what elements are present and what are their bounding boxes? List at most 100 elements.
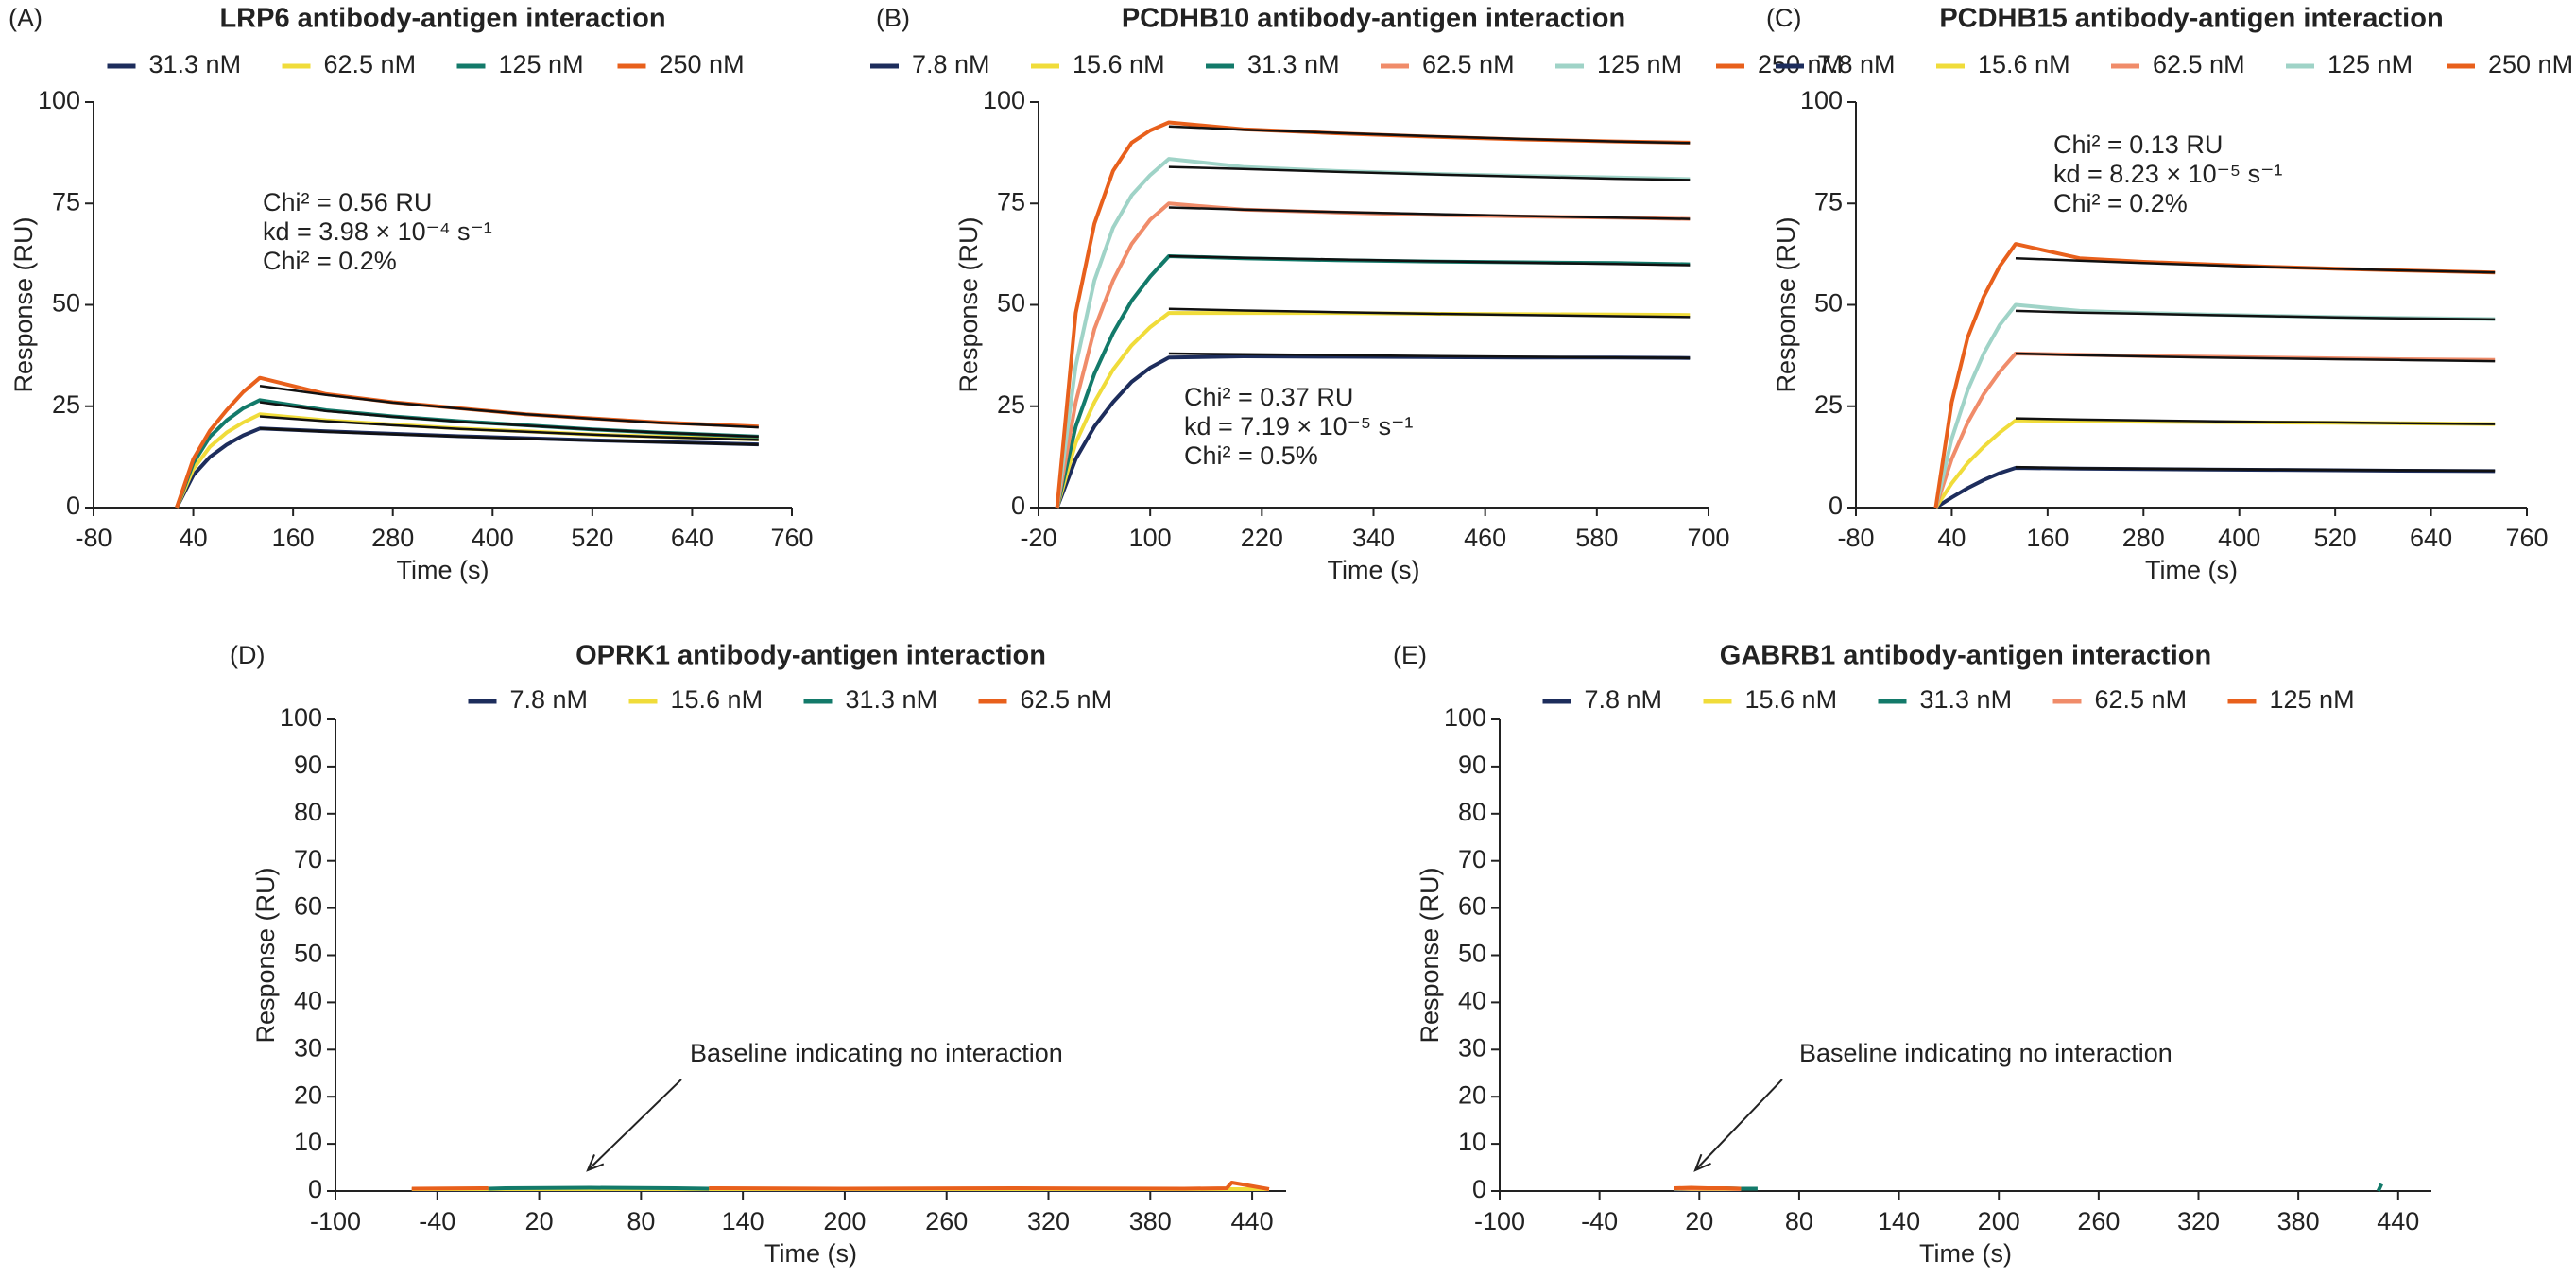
series-line — [1055, 311, 1691, 509]
x-tick-label: 320 — [2177, 1207, 2220, 1235]
legend-label: 62.5 nM — [1422, 50, 1515, 78]
legend-label: 125 nM — [499, 50, 584, 78]
fit-line — [1168, 307, 1691, 319]
x-tick-label: 760 — [2505, 524, 2548, 552]
y-tick-label: 25 — [997, 390, 1025, 419]
panel: (C) PCDHB15 antibody-antigen interaction 0… — [1766, 4, 2573, 584]
fit-line — [1168, 254, 1691, 267]
y-tick-label: 40 — [1458, 987, 1486, 1015]
series-line — [1674, 1185, 1742, 1191]
annotation: Chi² = 0.37 RU — [1184, 383, 1353, 411]
x-tick-label: 400 — [2218, 524, 2260, 552]
x-tick-label: -40 — [419, 1207, 455, 1235]
y-tick-label: 20 — [294, 1080, 322, 1109]
x-tick-label: 260 — [2077, 1207, 2120, 1235]
x-tick-label: 280 — [371, 524, 414, 552]
x-tick-label: 520 — [571, 524, 613, 552]
x-tick-label: 80 — [627, 1207, 655, 1235]
panel: (A) LRP6 antibody-antigen interaction 0 25 5… — [9, 4, 814, 584]
series-line — [1055, 157, 1691, 509]
x-tick-label: 520 — [2314, 524, 2357, 552]
legend-label: 7.8 nM — [912, 50, 990, 78]
x-tick-label: 460 — [1464, 524, 1506, 552]
series-line — [488, 1185, 710, 1191]
series-line — [1933, 302, 2496, 509]
chart-title: OPRK1 antibody-antigen interaction — [575, 641, 1046, 671]
x-tick-label: 380 — [2277, 1207, 2320, 1235]
fit-line — [259, 415, 759, 441]
legend-label: 15.6 nM — [671, 685, 764, 714]
panel-label: (D) — [230, 641, 265, 669]
y-tick-label: 100 — [1800, 86, 1843, 114]
y-tick-label: 10 — [1458, 1128, 1486, 1156]
y-axis-label: Response (RU) — [251, 867, 280, 1043]
fit-line — [1168, 206, 1691, 220]
legend-label: 250 nM — [2488, 50, 2573, 78]
y-tick-label: 75 — [997, 187, 1025, 216]
panel-label: (A) — [9, 4, 43, 32]
y-tick-label: 75 — [1814, 187, 1843, 216]
fit-line — [1168, 352, 1691, 359]
x-tick-label: 320 — [1027, 1207, 1070, 1235]
x-tick-label: 700 — [1687, 524, 1729, 552]
y-tick-label: 40 — [294, 987, 322, 1015]
y-tick-label: 0 — [1829, 492, 1843, 520]
panel: (E) GABRB1 antibody-antigen interaction 0 1… — [1393, 641, 2431, 1268]
panel: (D) OPRK1 antibody-antigen interaction 0 10… — [230, 641, 1286, 1268]
series-line — [1934, 466, 2496, 509]
y-tick-label: 90 — [1458, 751, 1486, 779]
fit-line — [2015, 417, 2496, 425]
legend-label: 15.6 nM — [1073, 50, 1165, 78]
arrow-head — [1693, 1153, 1711, 1172]
x-tick-label: 100 — [1129, 524, 1172, 552]
y-tick-label: 30 — [1458, 1033, 1486, 1062]
y-tick-label: 50 — [52, 289, 80, 318]
y-tick-label: 60 — [1458, 892, 1486, 921]
x-tick-label: 20 — [1685, 1207, 1713, 1235]
y-tick-label: 100 — [983, 86, 1025, 114]
x-axis-label: Time (s) — [1328, 556, 1420, 584]
y-tick-label: 50 — [997, 289, 1025, 318]
annotation: Baseline indicating no interaction — [1799, 1039, 2172, 1067]
legend-label: 7.8 nM — [1585, 685, 1663, 714]
fit-line — [1168, 165, 1691, 181]
x-tick-label: -100 — [1474, 1207, 1525, 1235]
arrow-head — [586, 1154, 605, 1172]
annotation: Chi² = 0.56 RU — [263, 188, 432, 216]
x-tick-label: 280 — [2122, 524, 2165, 552]
x-tick-label: -40 — [1581, 1207, 1618, 1235]
series-line — [1933, 352, 2496, 509]
y-tick-label: 25 — [1814, 390, 1843, 419]
fit-line — [259, 401, 759, 439]
arrow-shaft — [1694, 1079, 1783, 1171]
x-tick-label: 760 — [770, 524, 813, 552]
legend-label: 62.5 nM — [2095, 685, 2188, 714]
y-axis-label: Response (RU) — [9, 216, 38, 392]
y-tick-label: 10 — [294, 1128, 322, 1156]
legend-label: 62.5 nM — [1021, 685, 1113, 714]
x-tick-label: 440 — [2377, 1207, 2419, 1235]
series-line — [1674, 1183, 2384, 1192]
x-tick-label: 80 — [1785, 1207, 1813, 1235]
x-tick-label: 260 — [925, 1207, 968, 1235]
x-tick-label: 640 — [671, 524, 713, 552]
annotation: kd = 7.19 × 10⁻⁵ s⁻¹ — [1184, 412, 1413, 440]
y-tick-label: 0 — [66, 492, 80, 520]
annotation: Chi² = 0.13 RU — [2053, 130, 2223, 159]
x-tick-label: 380 — [1129, 1207, 1172, 1235]
x-axis-label: Time (s) — [764, 1239, 857, 1268]
y-tick-label: 0 — [1472, 1175, 1486, 1203]
annotation: Chi² = 0.2% — [263, 247, 397, 275]
legend-label: 31.3 nM — [846, 685, 938, 714]
x-tick-label: 40 — [180, 524, 208, 552]
annotation: kd = 8.23 × 10⁻⁵ s⁻¹ — [2053, 160, 2282, 188]
x-tick-label: 140 — [1878, 1207, 1920, 1235]
legend-label: 7.8 nM — [510, 685, 589, 714]
fit-line — [2015, 256, 2496, 274]
y-tick-label: 70 — [1458, 845, 1486, 873]
y-tick-label: 100 — [38, 86, 80, 114]
fit-line — [1168, 125, 1691, 145]
x-tick-label: 20 — [525, 1207, 554, 1235]
y-tick-label: 100 — [280, 703, 322, 732]
